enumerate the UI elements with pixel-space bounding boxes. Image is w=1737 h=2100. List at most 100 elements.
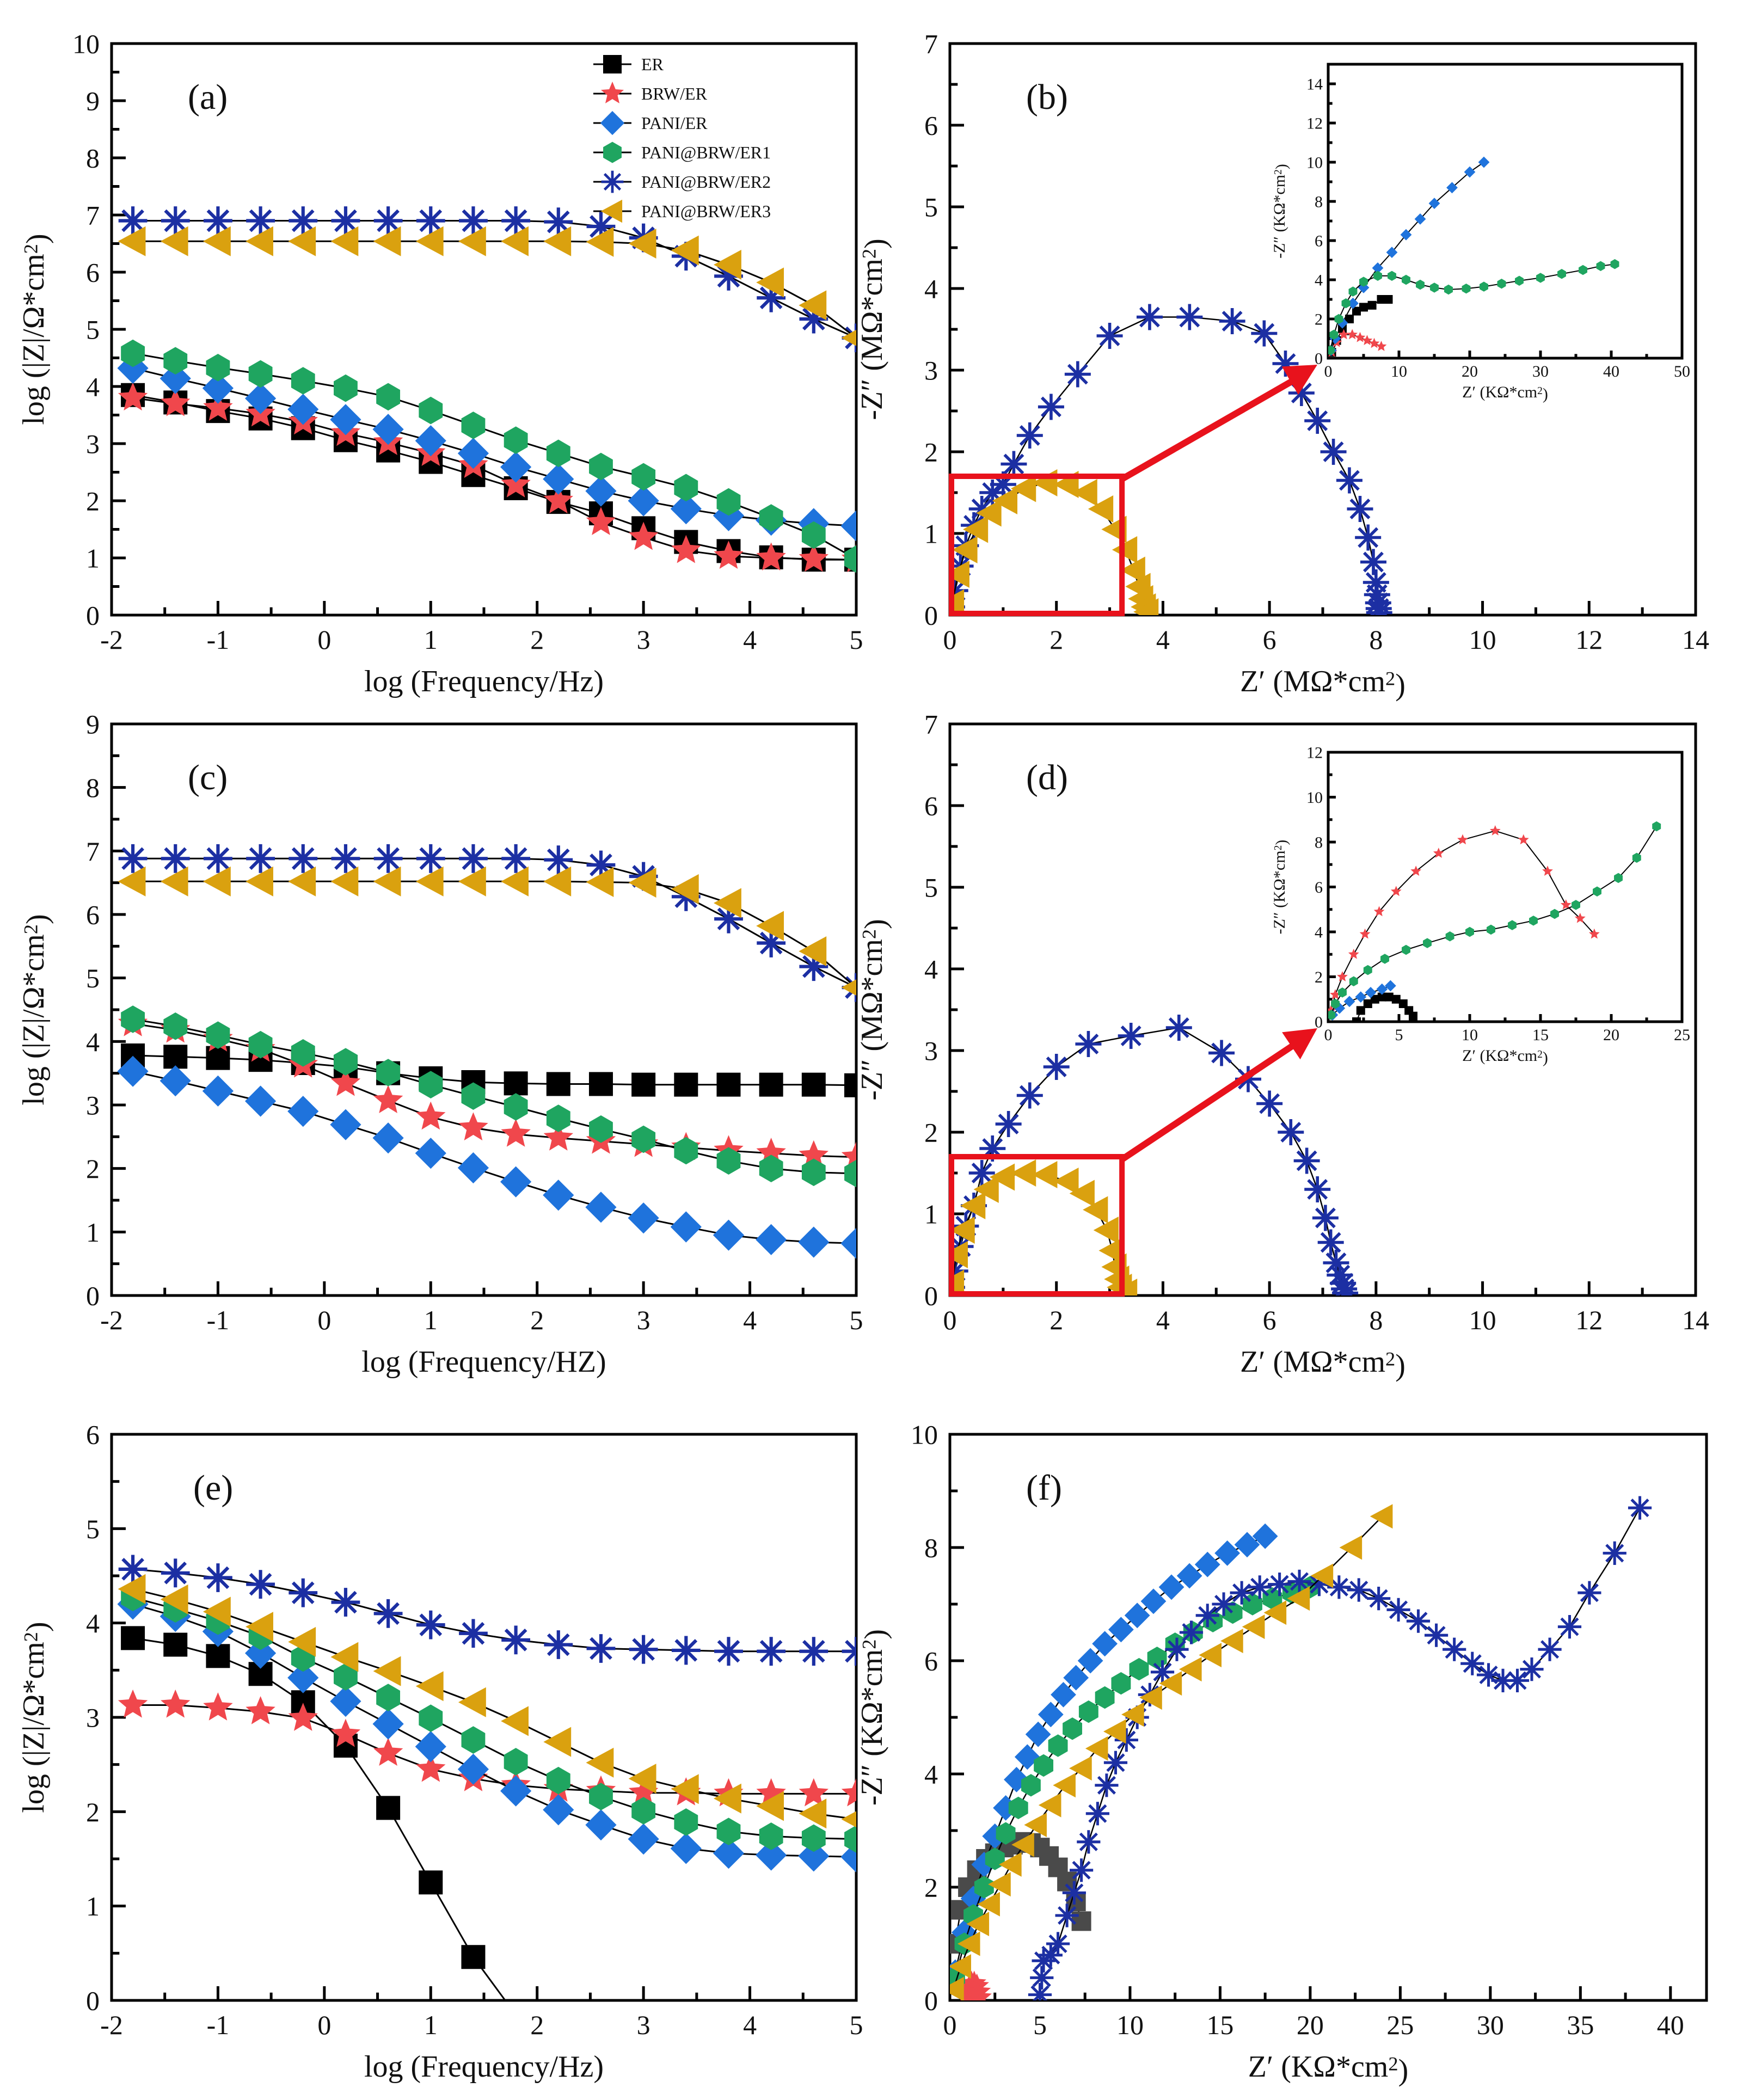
data-point <box>1046 1932 1070 1956</box>
data-point <box>989 1163 1015 1191</box>
data-point <box>331 1588 360 1617</box>
inset-data-point <box>1363 965 1372 975</box>
data-point <box>373 226 401 256</box>
inset-x-tick-label: 20 <box>1603 1026 1619 1044</box>
data-point <box>1038 394 1064 420</box>
y-tick-label: 6 <box>924 110 938 141</box>
y-tick-label: 5 <box>924 873 938 903</box>
inset-data-point <box>1359 277 1368 287</box>
x-tick-label: 10 <box>1469 1305 1496 1335</box>
data-point <box>457 438 489 469</box>
x-tick-label: 2 <box>1049 1305 1063 1335</box>
x-tick-label: 4 <box>743 1305 757 1335</box>
data-point <box>1179 1620 1204 1644</box>
inset-data-point <box>1542 865 1553 876</box>
x-tick-label: 15 <box>1206 2010 1233 2040</box>
inset-series-pani-brw-er1 <box>1328 821 1661 1020</box>
plot-area <box>950 304 1392 615</box>
inset-x-tick-label: 5 <box>1395 1026 1403 1044</box>
inset-data-point <box>1410 865 1422 876</box>
data-point <box>1111 1672 1131 1695</box>
data-point <box>118 1574 146 1604</box>
data-point <box>415 1731 446 1763</box>
data-point <box>1030 1966 1054 1990</box>
x-tick-label: 4 <box>1156 624 1170 655</box>
data-point <box>291 1039 315 1067</box>
inset-data-point <box>1377 295 1386 304</box>
data-point <box>1287 1586 1310 1611</box>
data-point <box>674 1137 698 1165</box>
data-point <box>1578 1581 1601 1605</box>
y-tick-label: 3 <box>86 429 100 459</box>
data-point <box>202 226 231 256</box>
x-tick-label: 1 <box>424 2010 438 2040</box>
x-tick-label: -1 <box>207 624 230 655</box>
data-point <box>248 360 273 388</box>
data-point <box>331 844 360 873</box>
data-point <box>1505 1668 1530 1692</box>
inset-series-er <box>1352 992 1417 1022</box>
data-point <box>163 1632 188 1657</box>
data-point <box>1025 1721 1051 1747</box>
data-point <box>841 979 856 996</box>
data-point <box>841 329 856 346</box>
data-point <box>1053 1168 1079 1195</box>
data-point <box>996 1822 1016 1845</box>
inset-plot-area <box>1328 821 1661 1022</box>
data-point <box>457 1152 489 1184</box>
y-tick-label: 7 <box>924 709 938 740</box>
data-point <box>373 1599 403 1628</box>
data-point <box>1176 1563 1202 1589</box>
data-point <box>628 1823 659 1855</box>
legend-item: PANI@BRW/ER1 <box>593 142 771 163</box>
data-point <box>799 304 828 334</box>
data-point <box>1336 467 1362 494</box>
data-point <box>1039 1943 1063 1967</box>
inset-y-tick-label: 14 <box>1306 76 1323 94</box>
data-point <box>1088 495 1114 523</box>
data-point <box>202 866 231 897</box>
data-point <box>1095 1773 1119 1797</box>
data-point <box>419 1870 443 1895</box>
data-point <box>461 412 486 439</box>
inset-y-tick-label: 0 <box>1315 350 1323 368</box>
data-point <box>1085 1736 1108 1761</box>
data-point <box>121 1626 145 1650</box>
data-point <box>1150 1660 1175 1684</box>
data-point <box>458 866 486 897</box>
data-point <box>982 1823 1008 1849</box>
data-point <box>544 845 573 875</box>
data-point <box>1016 1082 1043 1109</box>
data-point <box>1140 1588 1167 1614</box>
x-tick-label: 0 <box>317 2010 331 2040</box>
data-point <box>1179 1657 1202 1682</box>
legend: ER BRW/ER PANI/ER PANI@BRW/ER1 PANI@BRW/ER2 P… <box>593 54 771 223</box>
zoom-highlight-box <box>949 1154 1125 1297</box>
inset-y-axis-title: -Z″ (KΩ*cm2) <box>1270 840 1290 935</box>
x-axis-title: Z′ (MΩ*cm2) <box>1240 1345 1405 1382</box>
y-tick-label: 8 <box>924 1533 938 1563</box>
data-point <box>245 1612 273 1642</box>
y-tick-label: 10 <box>72 29 100 59</box>
y-tick-label: 4 <box>924 1759 938 1790</box>
data-point <box>330 1718 361 1747</box>
data-point <box>504 1071 528 1096</box>
inset-data-point <box>1574 912 1586 923</box>
data-point <box>713 1783 741 1814</box>
data-point <box>289 1578 318 1607</box>
x-tick-label: 8 <box>1369 1305 1383 1335</box>
data-point <box>1118 1023 1144 1049</box>
inset-data-point <box>1596 261 1605 271</box>
data-point <box>952 1919 977 1945</box>
data-point <box>1043 1054 1070 1080</box>
data-point <box>950 1976 964 2000</box>
data-point <box>500 451 532 483</box>
inset-series-brw-er <box>1328 825 1600 1015</box>
legend-label: PANI@BRW/ER3 <box>641 201 771 221</box>
data-point <box>372 1708 404 1740</box>
x-tick-label: 14 <box>1682 624 1709 655</box>
data-point <box>1323 1250 1349 1276</box>
data-point <box>118 866 146 897</box>
data-point <box>1038 1702 1064 1728</box>
chart-panel-e: -2 -1 0 1 2 3 4 5 0 1 2 3 4 5 6 log (Frequency/Hz) log (… <box>17 1420 863 2084</box>
